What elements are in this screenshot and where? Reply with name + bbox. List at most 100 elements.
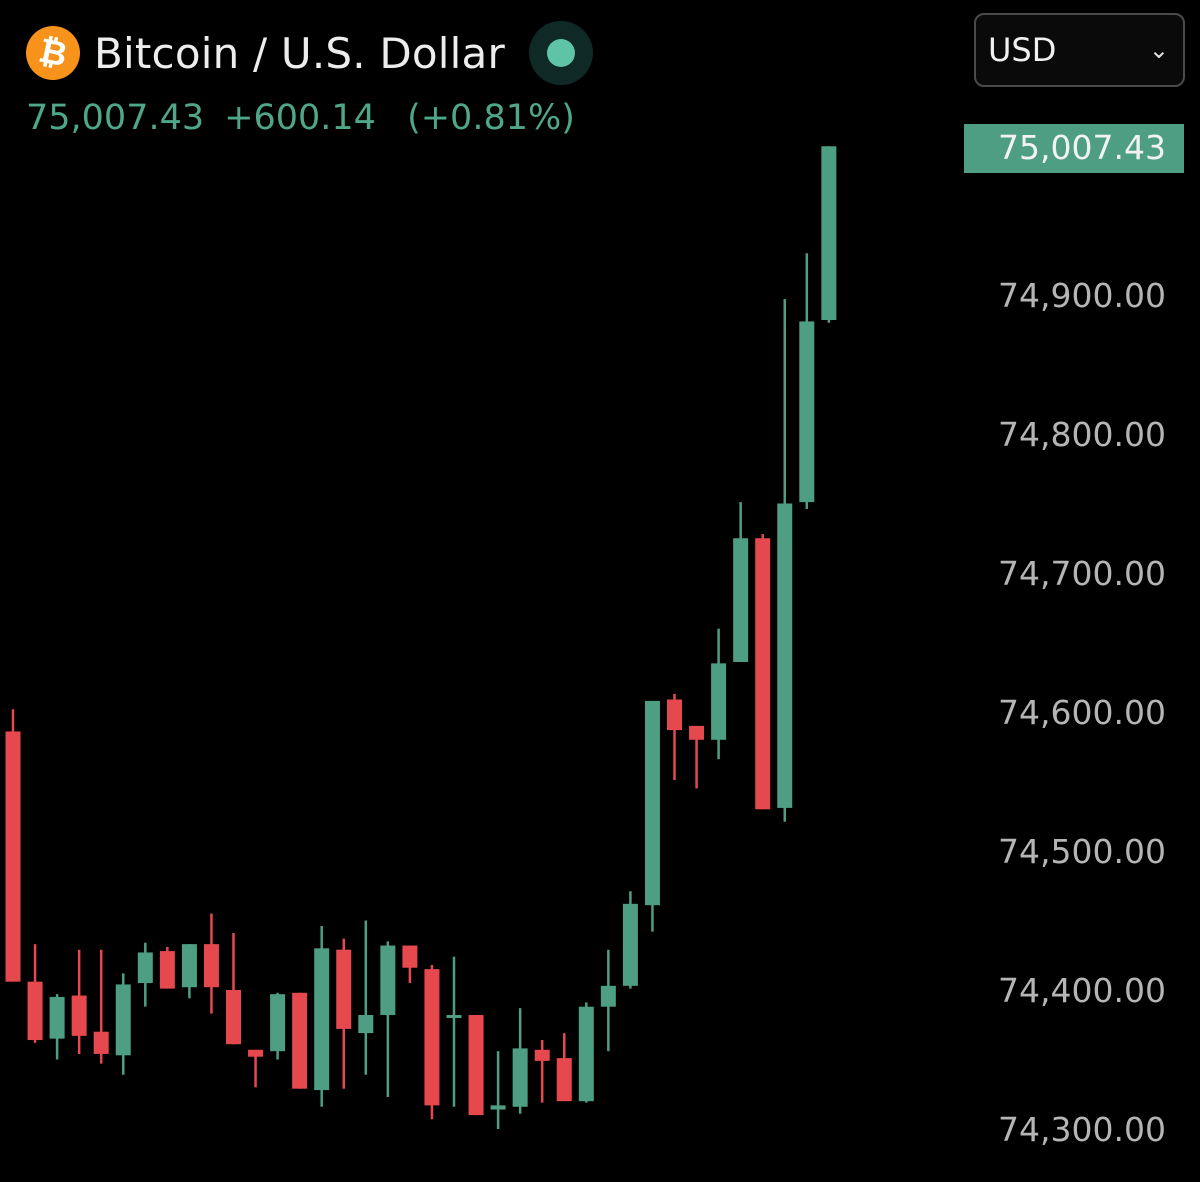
y-tick-label: 74,500.00 (998, 832, 1166, 871)
candle-body (314, 948, 330, 1091)
candle-body (512, 1048, 528, 1107)
candle (490, 1051, 506, 1129)
candle-body (226, 990, 241, 1045)
candle (424, 964, 440, 1120)
candle-body (5, 731, 21, 982)
candle (226, 933, 241, 1045)
candle-body (115, 984, 131, 1056)
candle (777, 299, 793, 822)
candle (644, 700, 660, 932)
price-change-percent: (+0.81%) (407, 98, 575, 138)
candle-body (424, 969, 440, 1106)
candle-body (667, 699, 682, 731)
candle (71, 949, 87, 1054)
candle-body (755, 538, 771, 810)
candle (534, 1040, 550, 1103)
last-price-marker: 75,007.43 (964, 124, 1184, 173)
candle (622, 891, 638, 989)
currency-select[interactable]: USD ⌄ (974, 13, 1185, 87)
candle (336, 938, 352, 1089)
candle-body (689, 725, 705, 740)
candle (49, 994, 65, 1060)
candle-body (468, 1015, 484, 1116)
candle (5, 709, 21, 982)
candle-body (711, 663, 727, 740)
candle-body (137, 952, 153, 984)
candle (755, 534, 771, 810)
y-tick-label: 74,800.00 (998, 415, 1166, 454)
candle-body (292, 992, 308, 1089)
current-price: 75,007.43 (26, 98, 205, 138)
currency-selected-value: USD (988, 31, 1057, 69)
candle-body (446, 1015, 462, 1019)
candle (667, 693, 682, 781)
candle-body (27, 981, 43, 1041)
pair-title[interactable]: Bitcoin / U.S. Dollar (94, 28, 505, 78)
y-tick-label: 74,300.00 (998, 1110, 1166, 1149)
candle-body (71, 995, 87, 1036)
candle (799, 253, 815, 510)
candle (358, 920, 374, 1075)
candle-body (159, 951, 175, 989)
candle-body (358, 1015, 374, 1034)
candle-body (181, 944, 197, 988)
candle-body (270, 994, 286, 1052)
candle-body (402, 945, 418, 968)
candle (468, 1015, 484, 1116)
candle (27, 944, 43, 1043)
candle (292, 992, 308, 1089)
candle (689, 725, 705, 789)
price-quote: 75,007.43 +600.14 (+0.81%) (26, 98, 575, 138)
candle (446, 956, 462, 1107)
y-tick-label: 74,900.00 (998, 276, 1166, 315)
y-tick-label: 74,700.00 (998, 554, 1166, 593)
candle-body (799, 321, 815, 503)
candle (711, 628, 727, 760)
candle-body (578, 1006, 594, 1102)
last-price-label: 75,007.43 (998, 128, 1166, 167)
candles (5, 146, 837, 1129)
candle (314, 926, 330, 1107)
candle-body (380, 945, 396, 1016)
candle (578, 1002, 594, 1103)
price-change: +600.14 (224, 98, 376, 138)
candle-body (733, 538, 749, 662)
candle (270, 992, 286, 1060)
candle (821, 146, 837, 323)
candle (600, 949, 616, 1052)
market-status-indicator (528, 21, 593, 85)
y-axis: 74,300.00 74,400.00 74,500.00 74,600.00 74,7… (998, 276, 1166, 1149)
candle-body (203, 944, 219, 988)
candle-body (622, 903, 638, 986)
candle-body (49, 996, 65, 1039)
last-price-badge (964, 124, 1184, 173)
candle (402, 945, 418, 984)
candle (512, 1008, 528, 1114)
candle (380, 941, 396, 1098)
candle-body (556, 1058, 572, 1102)
chevron-down-icon: ⌄ (1148, 36, 1169, 64)
candle (115, 973, 131, 1075)
y-tick-label: 74,600.00 (998, 693, 1166, 732)
candle-body (777, 503, 793, 808)
candle-body (534, 1049, 550, 1061)
candle-body (600, 985, 616, 1007)
market-status-dot-icon (546, 39, 575, 67)
candle (556, 1033, 572, 1102)
candle (733, 502, 749, 662)
candle-body (644, 700, 660, 906)
candle-body (821, 146, 837, 321)
candle-body (93, 1031, 109, 1054)
candle-body (490, 1105, 506, 1110)
candle (203, 913, 219, 1014)
candle (248, 1049, 264, 1088)
candle-body (336, 949, 352, 1029)
candle-body (248, 1049, 264, 1057)
y-tick-label: 74,400.00 (998, 971, 1166, 1010)
candle (159, 946, 175, 989)
candle (137, 942, 153, 1007)
candle (181, 944, 197, 999)
chart-header: ₿ Bitcoin / U.S. Dollar (20, 20, 593, 86)
candle (93, 949, 109, 1064)
